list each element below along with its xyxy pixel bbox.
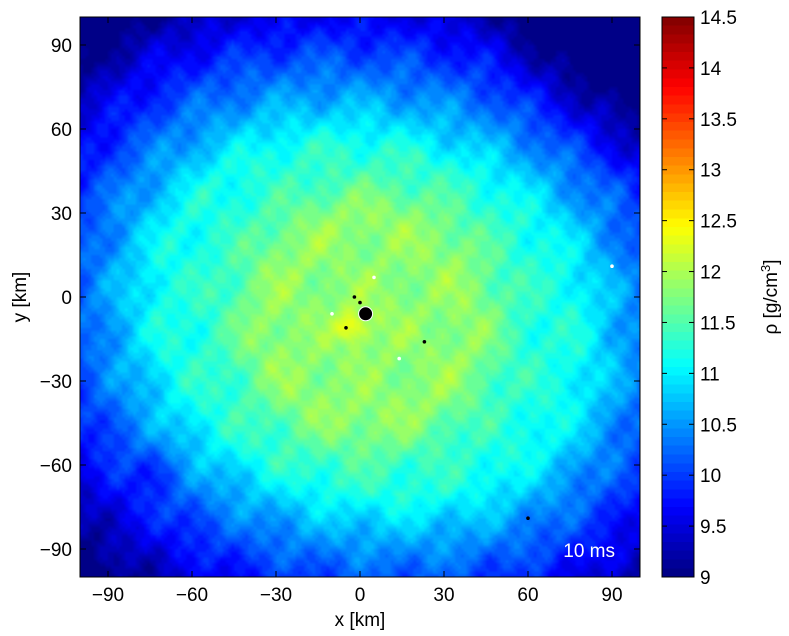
marker-dot (358, 300, 362, 305)
x-tick-label: 60 (517, 585, 538, 606)
density-heatmap (80, 17, 640, 577)
colorbar-tick: 13.5 (662, 110, 737, 131)
colorbar-tick-label: 12.5 (700, 212, 737, 233)
x-tick-label: 0 (355, 585, 366, 606)
colorbar-tick-label: 11.5 (700, 313, 736, 334)
x-tick: 90 (601, 17, 623, 606)
markers-layer (330, 264, 614, 520)
x-tick: 30 (433, 17, 455, 606)
colorbar-tick: 12.5 (662, 212, 737, 233)
marker-dot (397, 356, 402, 361)
colorbar-tick: 12 (662, 263, 721, 284)
y-tick: 0 (61, 288, 640, 309)
y-axis-label: y [km] (10, 272, 31, 323)
marker-dot (344, 326, 348, 330)
marker-dot (372, 275, 376, 280)
colorbar-tick-label: 9 (700, 568, 711, 589)
colorbar-tick: 9.5 (662, 517, 726, 538)
colorbar-tick-label: 12 (700, 263, 721, 284)
colorbar-tick-label: 13 (700, 161, 721, 182)
colorbar: 9 9.5 10 10.5 11 11.5 12 12.5 13 13.5 14 14.5 ρ [g/… (661, 8, 782, 589)
colorbar-label-prefix: ρ [g/cm (761, 272, 782, 335)
marker-dot (330, 312, 334, 316)
x-tick-label: −90 (92, 585, 124, 606)
colorbar-tick-label: 14 (700, 59, 722, 80)
y-tick: 30 (51, 204, 640, 225)
y-tick: −90 (40, 540, 640, 561)
colorbar-tick-label: 14.5 (700, 8, 737, 29)
colorbar-label: ρ [g/cm3] (758, 259, 782, 334)
x-tick: −90 (92, 17, 124, 606)
colorbar-tick: 13 (662, 161, 721, 182)
y-tick-label: 90 (51, 36, 72, 57)
x-axis-label: x [km] (335, 610, 386, 631)
colorbar-frame (661, 16, 695, 578)
colorbar-ticks: 9 9.5 10 10.5 11 11.5 12 12.5 13 13.5 14 14.5 (662, 8, 737, 589)
colorbar-tick: 14 (662, 59, 722, 80)
x-tick: −30 (260, 17, 292, 606)
y-tick-label: −60 (40, 456, 72, 477)
x-tick: 0 (355, 17, 366, 606)
colorbar-tick-label: 13.5 (700, 110, 737, 131)
x-tick: 60 (517, 17, 539, 606)
colorbar-tick: 10.5 (662, 415, 737, 436)
time-annotation: 10 ms (563, 541, 615, 562)
colorbar-tick: 11 (662, 364, 720, 385)
colorbar-label-sup: 3 (758, 265, 773, 272)
x-tick-label: −30 (260, 585, 292, 606)
colorbar-label-suffix: ] (761, 259, 782, 264)
colorbar-tick: 14.5 (662, 8, 737, 29)
marker-large (358, 306, 374, 322)
y-tick: −60 (40, 456, 640, 477)
marker-dot (352, 295, 357, 299)
y-axis-ticks: −90 −60 −30 0 30 60 90 (40, 36, 640, 561)
colorbar-tick-label: 10 (700, 466, 721, 487)
y-tick: −30 (40, 372, 640, 393)
x-tick-label: 90 (601, 585, 622, 606)
x-axis-ticks: −90 −60 −30 0 30 60 90 (92, 17, 623, 606)
y-tick-label: −30 (40, 372, 72, 393)
marker-dot (422, 340, 427, 344)
x-tick: −60 (176, 17, 208, 606)
y-tick: 60 (51, 120, 640, 141)
colorbar-tick-label: 11 (700, 364, 720, 385)
colorbar-tick-label: 10.5 (700, 415, 737, 436)
y-tick-label: 60 (51, 120, 72, 141)
y-tick-label: 0 (61, 288, 72, 309)
colorbar-gradient (662, 17, 694, 577)
y-tick-label: −90 (40, 540, 72, 561)
marker-dot (610, 264, 614, 269)
x-tick-label: −60 (176, 585, 208, 606)
x-tick-label: 30 (433, 585, 454, 606)
colorbar-tick: 11.5 (662, 313, 736, 334)
colorbar-tick-label: 9.5 (700, 517, 726, 538)
marker-dot (526, 516, 530, 520)
y-tick-label: 30 (51, 204, 72, 225)
colorbar-tick: 10 (662, 466, 721, 487)
y-tick: 90 (51, 36, 640, 57)
colorbar-tick: 9 (662, 568, 711, 589)
plot-area: −90 −60 −30 0 30 60 90 −90 −60 −30 0 30 60 90 x [km]… (10, 16, 641, 631)
